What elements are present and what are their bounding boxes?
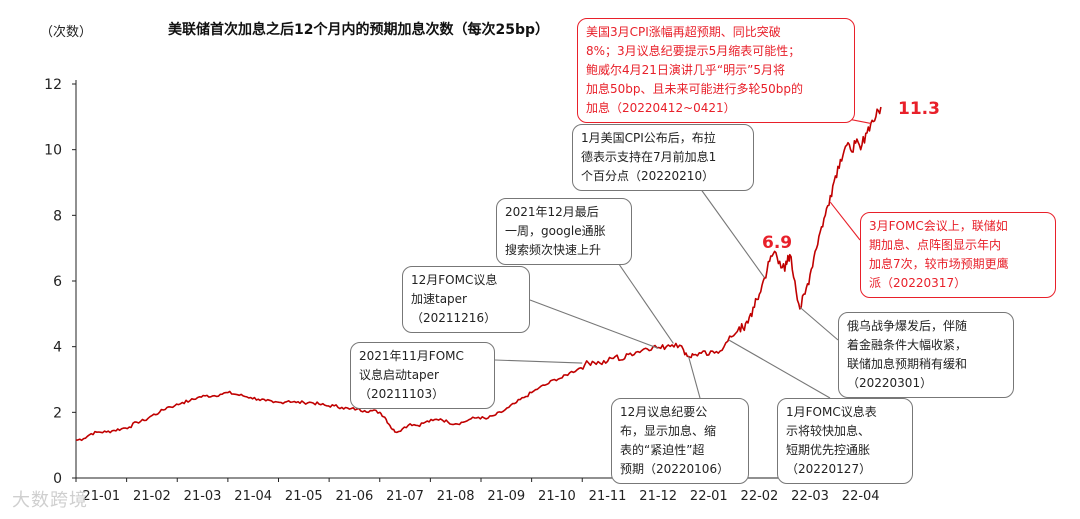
x-tick-label: 21-02 (133, 489, 171, 504)
chart-title: 美联储首次加息之后12个月内的预期加息次数（每次25bp） (168, 22, 550, 38)
annotation-leader-line (699, 187, 765, 279)
annotation-leader-line (494, 359, 583, 364)
x-tick-label: 21-07 (386, 489, 424, 504)
x-tick-label: 21-05 (285, 489, 323, 504)
y-tick-label: 0 (53, 471, 62, 487)
x-tick-label: 21-03 (184, 489, 222, 504)
y-tick-label: 10 (44, 143, 62, 159)
annotation-20220301: 俄乌战争爆发后，伴随 着金融条件大幅收紧， 联储加息预期稍有缓和 （202203… (838, 312, 1014, 398)
annotation-20220106: 12月议息纪要公 布，显示加息、缩 表的“紧迫性”超 预期（20220106） (611, 398, 749, 484)
x-tick-label: 21-04 (234, 489, 272, 504)
mid-peak-value-label: 6.9 (762, 233, 793, 253)
x-tick-label: 21-11 (589, 489, 627, 504)
annotation-20220317: 3月FOMC会议上，联储如 期加息、点阵图显示年内 加息7次，较市场预期更鹰 派… (860, 212, 1056, 298)
x-tick-label: 21-01 (82, 489, 120, 504)
x-tick-label: 21-12 (639, 489, 677, 504)
peak-value-label: 11.3 (898, 99, 940, 119)
annotation-20211103: 2021年11月FOMC 议息启动taper （20211103） (350, 342, 495, 409)
annotation-20211216: 12月FOMC议息 加速taper （20211216） (402, 266, 530, 333)
y-tick-label: 6 (53, 274, 62, 290)
annotation-20220127: 1月FOMC议息表 示将较快加息、 短期优先控通胀 （20220127） (777, 398, 913, 484)
y-tick-label: 8 (53, 208, 62, 224)
annotation-leader-line (829, 201, 861, 241)
annotation-leader-line (728, 339, 831, 399)
x-tick-label: 22-02 (741, 489, 779, 504)
y-tick-label: 12 (44, 77, 62, 93)
annotation-20220412-0421: 美国3月CPI涨幅再超预期、同比突破 8%；3月议息纪要提示5月缩表可能性； 鲍… (577, 18, 855, 123)
annotation-leader-line (688, 356, 701, 399)
annotation-20220210: 1月美国CPI公布后，布拉 德表示支持在7月前加息1 个百分点（20220210… (572, 124, 754, 191)
y-axis-unit-label: （次数） (40, 25, 93, 40)
series-line (75, 106, 882, 442)
annotation-google-inflation-search: 2021年12月最后 一周，google通胀 搜索频次快速上升 (496, 198, 632, 265)
x-tick-label: 21-09 (487, 489, 525, 504)
x-tick-label: 21-10 (538, 489, 576, 504)
x-tick-label: 21-06 (336, 489, 374, 504)
y-tick-label: 2 (53, 405, 62, 421)
x-tick-label: 22-03 (791, 489, 829, 504)
x-tick-label: 21-08 (437, 489, 475, 504)
annotation-leader-line (529, 299, 659, 349)
annotation-leader-line (799, 306, 839, 341)
annotation-leader-line (611, 253, 674, 344)
x-tick-label: 22-01 (690, 489, 728, 504)
watermark-text: 大数跨境 (12, 490, 88, 511)
y-tick-label: 4 (53, 340, 62, 356)
x-tick-label: 22-04 (842, 489, 880, 504)
